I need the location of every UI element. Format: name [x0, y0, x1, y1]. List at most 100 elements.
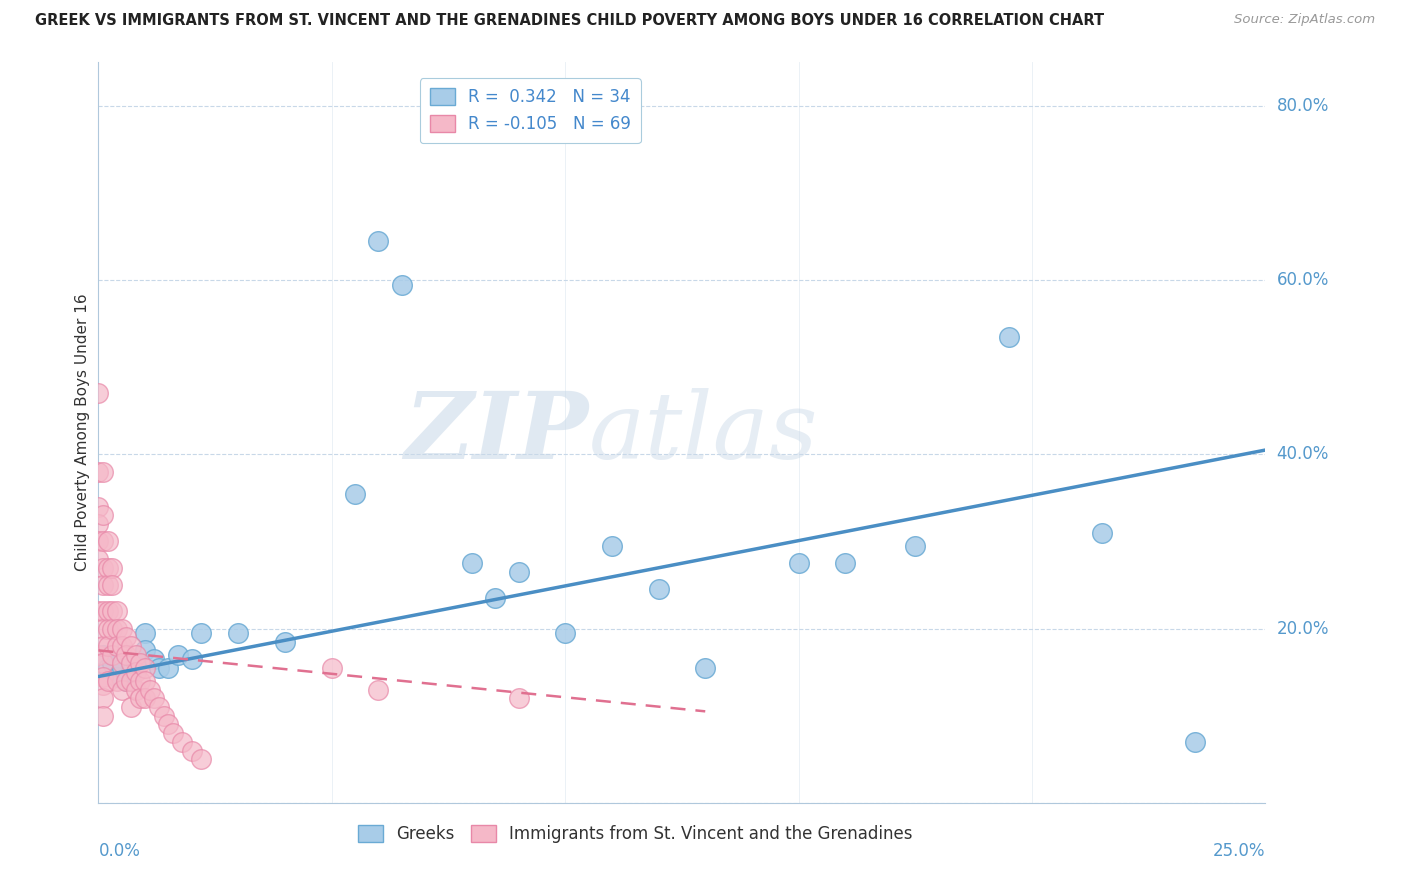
Point — [508, 691, 530, 706]
Point — [101, 560, 124, 574]
Point — [91, 669, 114, 683]
Point — [834, 556, 856, 570]
Point — [391, 277, 413, 292]
Point — [111, 682, 134, 697]
Point — [125, 665, 148, 680]
Point — [97, 560, 120, 574]
Text: 25.0%: 25.0% — [1213, 842, 1265, 860]
Point — [111, 622, 134, 636]
Point — [111, 657, 134, 671]
Point — [97, 578, 120, 592]
Point — [97, 673, 120, 688]
Point — [228, 626, 250, 640]
Point — [125, 648, 148, 662]
Point — [91, 534, 114, 549]
Point — [134, 661, 156, 675]
Point — [101, 657, 124, 671]
Point — [344, 486, 367, 500]
Text: 40.0%: 40.0% — [1277, 445, 1329, 464]
Point — [97, 534, 120, 549]
Point — [91, 578, 114, 592]
Point — [125, 657, 148, 671]
Point — [997, 330, 1019, 344]
Point — [129, 657, 152, 671]
Point — [190, 626, 212, 640]
Point — [105, 604, 128, 618]
Point — [91, 691, 114, 706]
Point — [647, 582, 669, 597]
Point — [87, 517, 110, 532]
Point — [787, 556, 810, 570]
Point — [87, 552, 110, 566]
Text: GREEK VS IMMIGRANTS FROM ST. VINCENT AND THE GRENADINES CHILD POVERTY AMONG BOYS: GREEK VS IMMIGRANTS FROM ST. VINCENT AND… — [35, 13, 1104, 29]
Point — [166, 648, 188, 662]
Legend: Greeks, Immigrants from St. Vincent and the Grenadines: Greeks, Immigrants from St. Vincent and … — [352, 819, 920, 850]
Point — [134, 643, 156, 657]
Point — [91, 708, 114, 723]
Point — [143, 652, 166, 666]
Point — [180, 652, 202, 666]
Point — [91, 639, 114, 653]
Point — [91, 465, 114, 479]
Point — [190, 752, 212, 766]
Point — [129, 673, 152, 688]
Point — [91, 508, 114, 523]
Point — [120, 665, 142, 680]
Point — [105, 639, 128, 653]
Y-axis label: Child Poverty Among Boys Under 16: Child Poverty Among Boys Under 16 — [75, 293, 90, 572]
Point — [120, 657, 142, 671]
Point — [87, 534, 110, 549]
Point — [87, 648, 110, 662]
Point — [97, 622, 120, 636]
Point — [600, 539, 623, 553]
Point — [143, 691, 166, 706]
Point — [111, 661, 134, 675]
Point — [274, 634, 297, 648]
Point — [904, 539, 927, 553]
Point — [1091, 525, 1114, 540]
Point — [87, 500, 110, 514]
Text: Source: ZipAtlas.com: Source: ZipAtlas.com — [1234, 13, 1375, 27]
Point — [157, 717, 180, 731]
Point — [484, 591, 506, 606]
Point — [105, 669, 128, 683]
Point — [125, 682, 148, 697]
Point — [87, 386, 110, 401]
Point — [120, 639, 142, 653]
Point — [101, 578, 124, 592]
Point — [148, 700, 170, 714]
Point — [172, 735, 194, 749]
Point — [115, 630, 138, 644]
Point — [101, 604, 124, 618]
Point — [180, 743, 202, 757]
Point — [115, 673, 138, 688]
Point — [120, 700, 142, 714]
Point — [91, 657, 114, 671]
Text: 0.0%: 0.0% — [98, 842, 141, 860]
Point — [148, 661, 170, 675]
Text: 20.0%: 20.0% — [1277, 620, 1329, 638]
Point — [120, 673, 142, 688]
Point — [91, 560, 114, 574]
Point — [129, 691, 152, 706]
Point — [162, 726, 184, 740]
Point — [91, 622, 114, 636]
Point — [97, 661, 120, 675]
Point — [115, 673, 138, 688]
Point — [97, 604, 120, 618]
Point — [1184, 735, 1206, 749]
Text: 60.0%: 60.0% — [1277, 271, 1329, 289]
Point — [152, 708, 174, 723]
Point — [321, 661, 343, 675]
Point — [554, 626, 576, 640]
Point — [97, 639, 120, 653]
Point — [367, 234, 389, 248]
Point — [105, 622, 128, 636]
Text: atlas: atlas — [589, 388, 818, 477]
Point — [139, 682, 162, 697]
Point — [157, 661, 180, 675]
Point — [105, 673, 128, 688]
Point — [115, 648, 138, 662]
Point — [87, 465, 110, 479]
Point — [134, 691, 156, 706]
